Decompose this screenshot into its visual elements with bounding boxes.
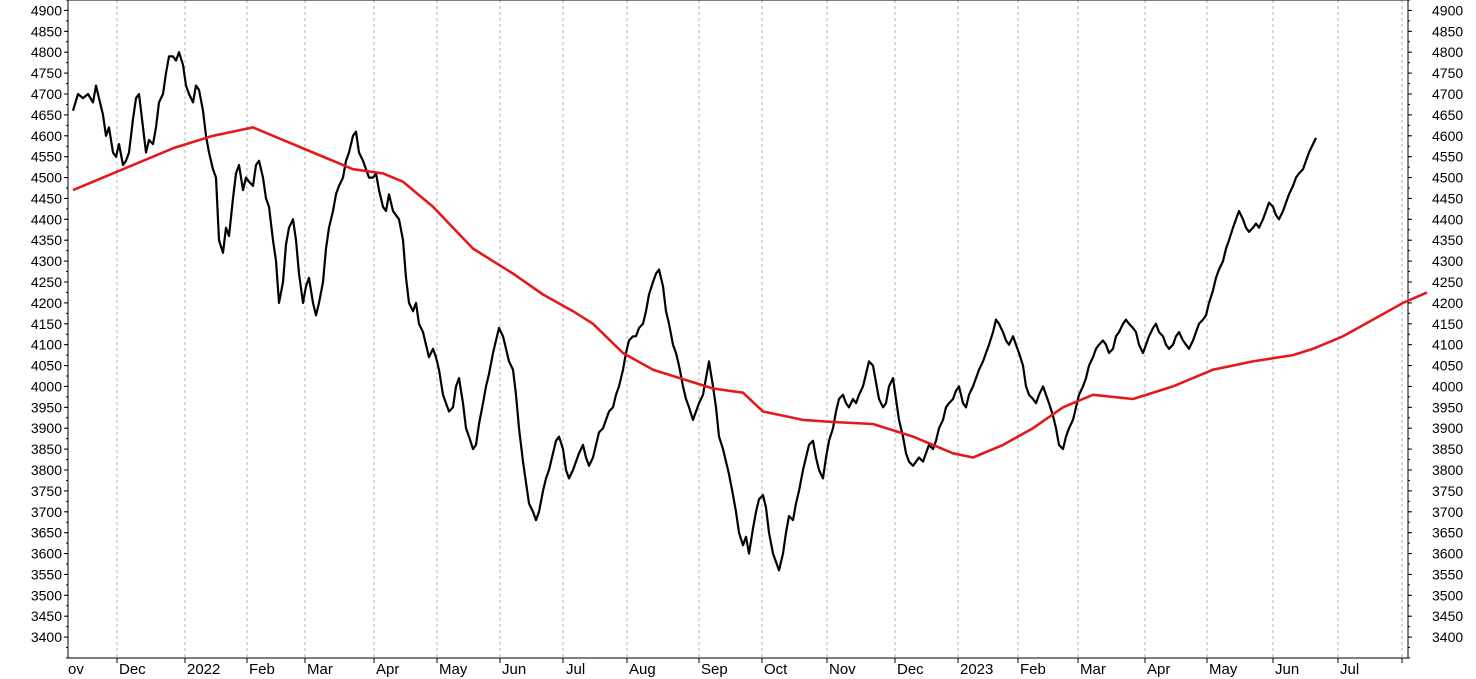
x-tick-label: Jul — [1340, 661, 1359, 678]
y-tick-label-right: 3800 — [1432, 462, 1463, 478]
x-tick-label: May — [439, 661, 468, 678]
y-tick-label-left: 3800 — [31, 462, 62, 478]
y-axis-right: 3400 3450 3500 3550 3600 3650 3700 3750 3800 3850… — [1408, 0, 1463, 659]
x-tick-label: Feb — [1020, 661, 1046, 678]
y-tick-label-left: 4800 — [31, 44, 62, 60]
y-tick-label-right: 3650 — [1432, 525, 1463, 541]
y-tick-label-right: 3550 — [1432, 566, 1463, 582]
y-tick-label-right: 4750 — [1432, 65, 1463, 81]
y-tick-label-right: 4550 — [1432, 149, 1463, 165]
y-tick-label-left: 4850 — [31, 23, 62, 39]
y-tick-label-right: 4450 — [1432, 190, 1463, 206]
y-tick-label-right: 4600 — [1432, 128, 1463, 144]
y-tick-label-left: 3600 — [31, 546, 62, 562]
series-group — [71, 51, 1428, 572]
y-tick-label-right: 4850 — [1432, 23, 1463, 39]
y-tick-label-right: 3500 — [1432, 587, 1463, 603]
y-tick-label-left: 4900 — [31, 2, 62, 18]
y-tick-label-left: 4300 — [31, 253, 62, 269]
y-tick-label-right: 4250 — [1432, 274, 1463, 290]
vertical-gridlines — [116, 0, 1403, 658]
y-tick-label-right: 4650 — [1432, 107, 1463, 123]
y-tick-label-left: 4350 — [31, 232, 62, 248]
y-tick-label-left: 4450 — [31, 190, 62, 206]
y-tick-label-right: 4050 — [1432, 358, 1463, 374]
y-tick-label-right: 4200 — [1432, 295, 1463, 311]
x-tick-label: ov — [68, 661, 84, 678]
x-tick-label: Apr — [1147, 661, 1170, 678]
y-tick-label-left: 3500 — [31, 587, 62, 603]
y-tick-label-left: 4750 — [31, 65, 62, 81]
y-tick-label-right: 3950 — [1432, 399, 1463, 415]
y-tick-label-left: 4250 — [31, 274, 62, 290]
y-tick-label-left: 3650 — [31, 525, 62, 541]
y-tick-label-right: 3700 — [1432, 504, 1463, 520]
y-tick-label-left: 3900 — [31, 420, 62, 436]
x-tick-label: Mar — [307, 661, 333, 678]
y-tick-label-left: 4700 — [31, 86, 62, 102]
y-tick-label-right: 4300 — [1432, 253, 1463, 269]
y-tick-label-left: 4150 — [31, 316, 62, 332]
y-tick-label-left: 4550 — [31, 149, 62, 165]
y-tick-label-left: 3750 — [31, 483, 62, 499]
plot-frame — [67, 0, 1409, 659]
y-tick-label-right: 4100 — [1432, 337, 1463, 353]
y-tick-label-left: 3400 — [31, 629, 62, 645]
y-tick-label-left: 4050 — [31, 358, 62, 374]
x-tick-label: Jun — [1275, 661, 1299, 678]
x-tick-label: Mar — [1080, 661, 1106, 678]
y-tick-label-right: 4350 — [1432, 232, 1463, 248]
y-tick-label-right: 4700 — [1432, 86, 1463, 102]
y-tick-label-right: 3900 — [1432, 420, 1463, 436]
x-tick-label: Oct — [764, 661, 788, 678]
y-tick-label-right: 3600 — [1432, 546, 1463, 562]
y-axis-left: 3400 3450 3500 3550 3600 3650 3700 3750 3800 3850… — [31, 0, 68, 659]
y-tick-label-left: 4650 — [31, 107, 62, 123]
x-tick-label: Apr — [376, 661, 399, 678]
x-tick-label: Dec — [119, 661, 146, 678]
x-axis: ov Dec 2022 Feb Mar Apr May Jun Jul Aug Sep Oct Nov D… — [68, 658, 1403, 678]
x-tick-label: Sep — [701, 661, 728, 678]
y-tick-label-left: 4200 — [31, 295, 62, 311]
y-tick-label-right: 3850 — [1432, 441, 1463, 457]
plot-background — [68, 0, 1408, 658]
y-tick-label-right: 4800 — [1432, 44, 1463, 60]
y-tick-label-right: 4150 — [1432, 316, 1463, 332]
x-tick-label: Nov — [829, 661, 856, 678]
x-tick-label: Dec — [897, 661, 924, 678]
y-tick-label-left: 4400 — [31, 211, 62, 227]
y-tick-label-right: 4000 — [1432, 378, 1463, 394]
y-tick-label-left: 3450 — [31, 608, 62, 624]
y-tick-label-left: 3700 — [31, 504, 62, 520]
y-tick-label-left: 4500 — [31, 170, 62, 186]
x-tick-label: Jul — [566, 661, 585, 678]
y-tick-label-right: 3400 — [1432, 629, 1463, 645]
y-tick-label-left: 3950 — [31, 399, 62, 415]
y-tick-label-right: 3450 — [1432, 608, 1463, 624]
y-tick-label-right: 4500 — [1432, 170, 1463, 186]
x-tick-label: Feb — [249, 661, 275, 678]
y-tick-label-right: 3750 — [1432, 483, 1463, 499]
y-tick-label-left: 4600 — [31, 128, 62, 144]
moving-average-line — [72, 126, 1428, 459]
x-tick-label: Jun — [502, 661, 526, 678]
x-tick-label: 2022 — [187, 661, 220, 678]
x-tick-label: 2023 — [960, 661, 993, 678]
y-tick-label-left: 4100 — [31, 337, 62, 353]
y-tick-label-right: 4900 — [1432, 2, 1463, 18]
y-tick-label-left: 3550 — [31, 566, 62, 582]
y-tick-label-left: 4000 — [31, 378, 62, 394]
price-series-line — [71, 51, 1317, 572]
y-tick-label-left: 3850 — [31, 441, 62, 457]
y-tick-label-right: 4400 — [1432, 211, 1463, 227]
x-tick-label: Aug — [629, 661, 656, 678]
x-tick-label: May — [1209, 661, 1238, 678]
